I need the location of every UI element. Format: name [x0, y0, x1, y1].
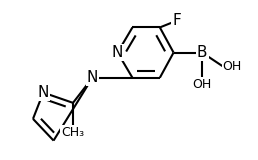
Text: N: N — [38, 85, 49, 100]
Text: CH₃: CH₃ — [61, 126, 85, 139]
Text: N: N — [112, 45, 123, 60]
Text: OH: OH — [192, 78, 212, 91]
Text: F: F — [173, 13, 181, 28]
Text: N: N — [87, 70, 98, 85]
Text: OH: OH — [223, 60, 242, 73]
Text: B: B — [197, 45, 207, 60]
